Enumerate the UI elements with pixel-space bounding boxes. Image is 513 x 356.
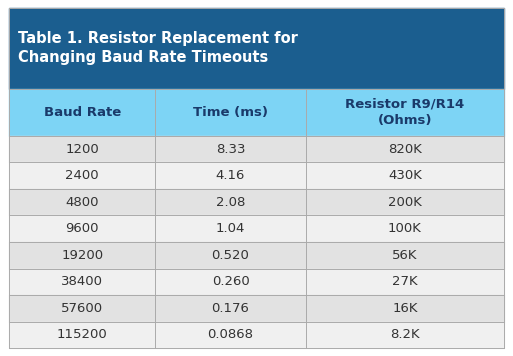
Text: Resistor R9/R14
(Ohms): Resistor R9/R14 (Ohms) (345, 98, 464, 127)
Text: 4.16: 4.16 (216, 169, 245, 182)
Text: 1200: 1200 (65, 142, 99, 156)
Text: 9600: 9600 (66, 222, 99, 235)
Text: 200K: 200K (388, 196, 422, 209)
Text: 57600: 57600 (61, 302, 103, 315)
Text: Table 1. Resistor Replacement for
Changing Baud Rate Timeouts: Table 1. Resistor Replacement for Changi… (18, 31, 299, 66)
Text: 0.260: 0.260 (212, 275, 249, 288)
Text: 115200: 115200 (57, 328, 108, 341)
Text: 820K: 820K (388, 142, 422, 156)
Text: 0.520: 0.520 (211, 249, 249, 262)
Text: 38400: 38400 (61, 275, 103, 288)
Text: 100K: 100K (388, 222, 422, 235)
Text: 1.04: 1.04 (216, 222, 245, 235)
Text: 430K: 430K (388, 169, 422, 182)
Text: Time (ms): Time (ms) (193, 106, 268, 119)
Text: Baud Rate: Baud Rate (44, 106, 121, 119)
Text: 2.08: 2.08 (216, 196, 245, 209)
Text: 2400: 2400 (65, 169, 99, 182)
Text: 19200: 19200 (61, 249, 103, 262)
Text: 56K: 56K (392, 249, 418, 262)
Text: 8.33: 8.33 (216, 142, 245, 156)
Text: 0.176: 0.176 (211, 302, 249, 315)
Text: 27K: 27K (392, 275, 418, 288)
Text: 16K: 16K (392, 302, 418, 315)
Text: 4800: 4800 (66, 196, 99, 209)
Text: 8.2K: 8.2K (390, 328, 420, 341)
Text: 0.0868: 0.0868 (208, 328, 253, 341)
